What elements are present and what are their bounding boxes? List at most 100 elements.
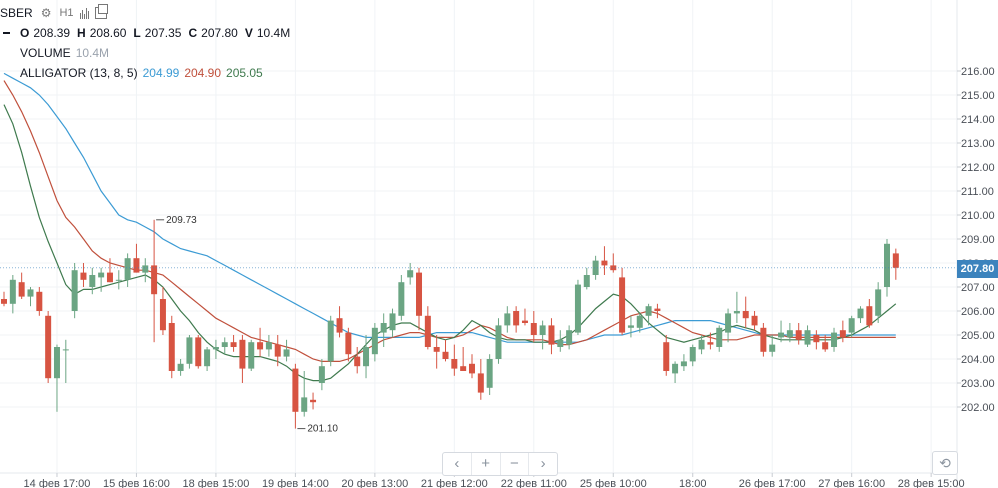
- candle: [645, 303, 652, 326]
- ohlc-low-value: 207.35: [144, 26, 182, 40]
- candle: [230, 335, 237, 352]
- candle: [751, 311, 758, 331]
- volume-value: 10.4M: [75, 46, 110, 60]
- alligator-row[interactable]: ALLIGATOR (13, 8, 5) 204.99 204.90 205.0…: [20, 66, 263, 80]
- candle-body: [27, 289, 34, 297]
- candle-body: [336, 318, 343, 333]
- candle: [98, 267, 105, 292]
- candle-body: [680, 361, 687, 367]
- y-tick-label: 210.00: [961, 210, 995, 222]
- extreme-annotations: 209.73 201.10: [156, 215, 338, 435]
- candle-body: [18, 282, 25, 297]
- candle-body: [98, 272, 105, 278]
- scroll-forward-button[interactable]: ›: [540, 455, 546, 472]
- candle-body: [548, 325, 555, 345]
- candle-body: [566, 330, 573, 345]
- candle-body: [204, 349, 211, 367]
- candle: [257, 327, 264, 357]
- symbol-name[interactable]: SBER: [0, 6, 33, 20]
- candlestick-series: [0, 219, 957, 429]
- candle-body: [106, 272, 113, 283]
- candle-body: [407, 270, 414, 278]
- candle: [159, 287, 166, 335]
- scroll-back-button[interactable]: ‹: [443, 453, 472, 475]
- zoom-out-button[interactable]: −: [501, 453, 530, 475]
- candle-body: [610, 265, 617, 271]
- candle-body: [822, 342, 829, 350]
- chart-navigation: ‹ + − ›: [442, 452, 558, 476]
- candle-body: [663, 342, 670, 371]
- candle-body: [248, 342, 255, 369]
- y-tick-label: 207.00: [961, 282, 995, 294]
- candle: [716, 325, 723, 352]
- candle-body: [839, 330, 846, 338]
- interval-label[interactable]: H1: [59, 7, 74, 19]
- x-tick-label: 20 фев 13:00: [341, 478, 408, 488]
- candle-body: [177, 363, 184, 371]
- bars-icon[interactable]: [79, 7, 89, 19]
- reset-chart-button[interactable]: ⟲: [932, 451, 958, 475]
- candle-body: [115, 279, 122, 281]
- last-price-tag: 207.80: [957, 260, 998, 278]
- candle-body: [892, 253, 899, 268]
- candle: [725, 308, 732, 343]
- candle-body: [257, 342, 264, 350]
- ohlc-volume-key: V: [244, 26, 253, 40]
- candle: [663, 335, 670, 376]
- candle: [733, 291, 740, 323]
- zoom-in-button[interactable]: +: [472, 453, 501, 475]
- collapse-icon[interactable]: [3, 32, 10, 34]
- candle-body: [813, 335, 820, 343]
- candle: [424, 306, 431, 350]
- candle: [18, 272, 25, 299]
- candle-body: [486, 359, 493, 388]
- candle: [468, 354, 475, 379]
- candle-body: [36, 291, 43, 311]
- candle-body: [636, 315, 643, 328]
- candle: [442, 339, 449, 362]
- candle-body: [645, 306, 652, 316]
- candle: [212, 339, 219, 359]
- y-tick-label: 202.00: [961, 402, 995, 414]
- candle-body: [433, 347, 440, 352]
- candle-body: [71, 270, 78, 311]
- candle: [548, 318, 555, 355]
- volume-row[interactable]: VOLUME 10.4M: [20, 46, 109, 60]
- candle-body: [592, 260, 599, 275]
- x-tick-label: 25 фев 10:00: [580, 478, 647, 488]
- alligator-jaw-value: 204.99: [142, 66, 180, 80]
- y-tick-label: 203.00: [961, 378, 995, 390]
- symbol-row: SBER ⚙ H1: [0, 4, 108, 20]
- candle-body: [230, 342, 237, 347]
- candle-body: [884, 243, 890, 287]
- candle: [680, 354, 687, 371]
- candle: [27, 287, 34, 307]
- candle: [345, 327, 352, 362]
- candle: [839, 320, 846, 343]
- volume-label: VOLUME: [20, 46, 71, 60]
- candle-body: [345, 332, 352, 355]
- candle-body: [424, 315, 431, 347]
- candle-body: [9, 279, 16, 304]
- candle: [177, 359, 184, 376]
- candle-body: [124, 258, 131, 280]
- candle-body: [689, 347, 696, 362]
- gear-icon[interactable]: ⚙: [40, 6, 52, 20]
- y-tick-label: 211.00: [961, 186, 994, 198]
- candle: [460, 347, 467, 371]
- candle-body: [513, 311, 520, 326]
- candle-body: [265, 342, 272, 350]
- alligator-label: ALLIGATOR (13, 8, 5): [20, 66, 138, 80]
- candle: [327, 315, 334, 367]
- candle: [265, 335, 272, 357]
- time-axis: 14 фев 17:00 15 фев 16:00 18 фев 15:00 19 ф…: [24, 473, 965, 488]
- candle: [354, 347, 361, 374]
- candle-body: [168, 323, 175, 371]
- candle: [698, 335, 705, 355]
- candle: [363, 335, 370, 379]
- candle: [336, 306, 343, 338]
- candle: [636, 313, 643, 333]
- compare-icon[interactable]: [94, 4, 108, 19]
- candle: [513, 306, 520, 333]
